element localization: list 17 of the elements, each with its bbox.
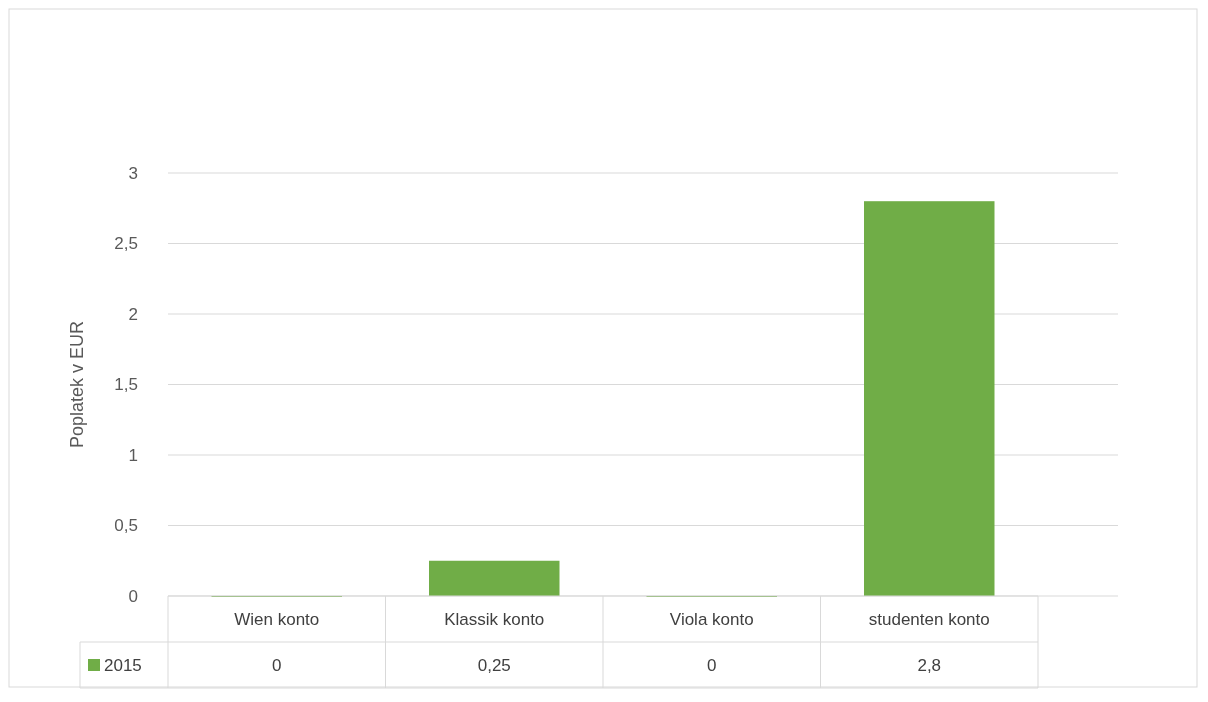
legend-label: 2015 xyxy=(104,656,142,675)
x-tick-label: Klassik konto xyxy=(444,610,545,629)
x-tick-label: Wien konto xyxy=(234,610,320,629)
y-tick-label: 3 xyxy=(128,163,138,183)
y-tick-label: 2 xyxy=(128,304,138,324)
y-tick-label: 1 xyxy=(128,445,138,465)
y-tick-label: 0,5 xyxy=(114,516,138,536)
data-label: 2,8 xyxy=(917,656,942,675)
data-label: 0 xyxy=(272,656,282,675)
y-tick-label: 0 xyxy=(128,586,138,606)
y-tick-label: 2,5 xyxy=(114,234,138,254)
data-label: 0,25 xyxy=(477,656,511,675)
y-tick-label: 1,5 xyxy=(114,375,138,395)
x-tick-label: studenten konto xyxy=(868,610,990,629)
y-axis-title: Poplatek v EUR xyxy=(67,320,87,449)
x-tick-label: Viola konto xyxy=(669,610,754,629)
data-label: 0 xyxy=(707,656,717,675)
